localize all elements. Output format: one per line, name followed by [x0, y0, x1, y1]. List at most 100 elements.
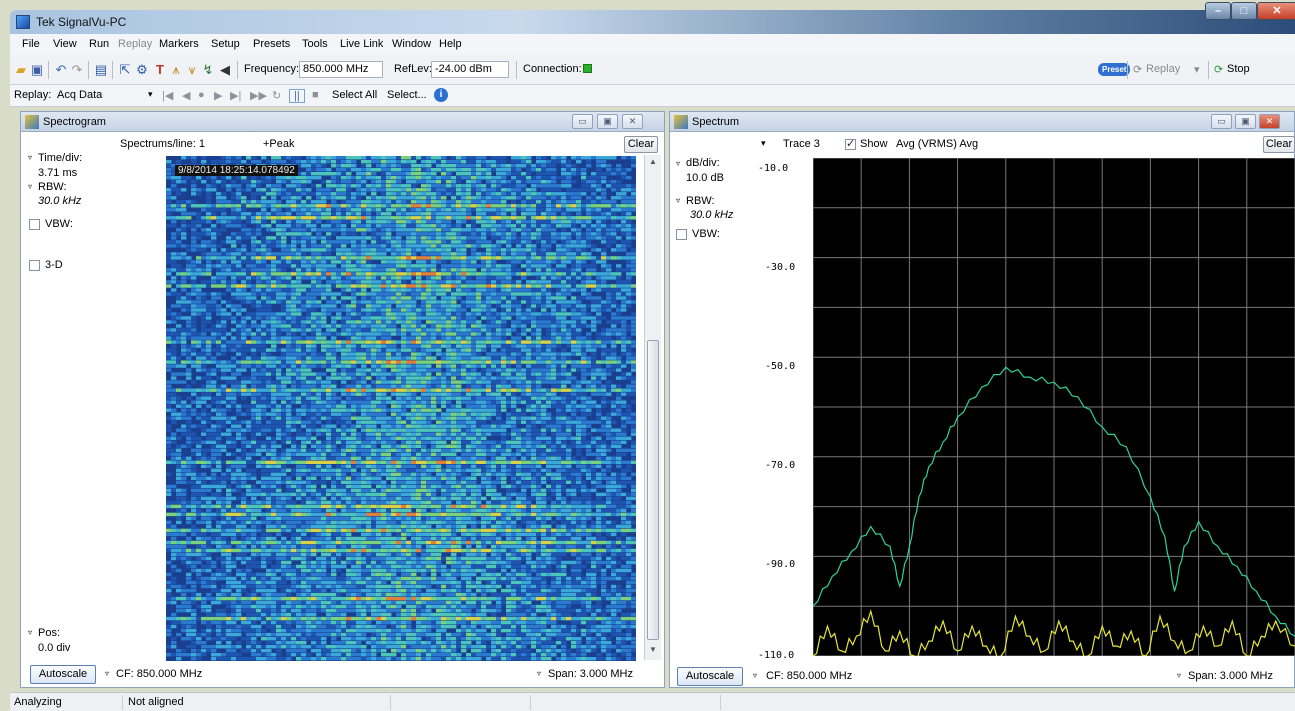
spectrogram-cell [401, 284, 407, 288]
spectrogram-clear-button[interactable]: Clear [624, 136, 658, 153]
select-all-button[interactable]: Select All [332, 89, 378, 101]
spectrogram-cell [451, 176, 457, 180]
select-button[interactable]: Select... [387, 89, 427, 101]
replay-button[interactable]: Replay [1146, 63, 1181, 75]
fast-forward-icon[interactable]: ▶▶ [250, 90, 267, 102]
spectrogram-cell [541, 252, 547, 256]
spectrogram-cell [311, 228, 317, 232]
spectrogram-cell [331, 192, 337, 196]
spectrogram-cell [351, 292, 357, 296]
spectrogram-cell [621, 220, 627, 224]
spectrogram-cell [606, 328, 612, 332]
record-icon[interactable]: ● [198, 89, 205, 101]
pause-icon[interactable]: || [289, 89, 305, 103]
settings-gear-icon[interactable]: ⚙ [136, 62, 148, 77]
spectrogram-cell [486, 192, 492, 196]
spectrogram-cell [431, 160, 437, 164]
three-d-checkbox[interactable] [29, 260, 40, 271]
stop-button[interactable]: Stop [1227, 63, 1250, 75]
spectrogram-cell [416, 204, 422, 208]
spectrogram-cell [296, 360, 302, 364]
menu-file[interactable]: File [22, 38, 40, 50]
replay-source-select[interactable]: Acq Data [57, 89, 103, 101]
menu-tools[interactable]: Tools [302, 38, 328, 50]
export-icon[interactable]: ⇱ [119, 62, 131, 77]
open-folder-icon[interactable]: ▰ [16, 62, 26, 77]
skip-start-icon[interactable]: |◀ [162, 90, 174, 102]
spectrogram-cell [561, 300, 567, 304]
menu-presets[interactable]: Presets [253, 38, 291, 50]
spectrogram-cell [556, 272, 562, 276]
spectrogram-cell [201, 376, 207, 380]
audio-icon[interactable]: ◀ [220, 62, 230, 77]
spectrogram-minimize-button[interactable]: ▭ [572, 114, 593, 129]
spectrogram-cell [416, 296, 422, 300]
menu-markers[interactable]: Markers [159, 38, 199, 50]
spectrogram-cell [216, 196, 222, 200]
menu-run[interactable]: Run [89, 38, 110, 50]
menu-view[interactable]: View [53, 38, 77, 50]
spectrogram-close-button[interactable]: ✕ [622, 114, 643, 129]
spectrogram-image[interactable] [166, 156, 636, 661]
menu-help[interactable]: Help [439, 38, 462, 50]
spectrogram-cell [476, 336, 482, 340]
spectrogram-cell [481, 340, 487, 344]
spectrogram-cell [521, 160, 527, 164]
time-div-expand-icon[interactable]: ▿ [28, 153, 33, 162]
spectrogram-cell [381, 276, 387, 280]
spectrogram-cell [511, 260, 517, 264]
spectrogram-cell [491, 376, 497, 380]
spectrogram-cell [506, 300, 512, 304]
spectrogram-cell [501, 256, 507, 260]
rbw-expand-icon[interactable]: ▿ [28, 182, 33, 191]
spectrogram-cell [326, 296, 332, 300]
stop-square-icon[interactable]: ■ [312, 89, 319, 101]
menu-window[interactable]: Window [392, 38, 432, 50]
info-icon[interactable]: i [434, 88, 448, 102]
spectrogram-cell [376, 312, 382, 316]
spectrogram-cell [441, 248, 447, 252]
print-icon[interactable]: ▤ [94, 62, 108, 77]
menu-setup[interactable]: Setup [211, 38, 240, 50]
spectrogram-cell [576, 208, 582, 212]
loop-icon[interactable]: ↻ [272, 90, 282, 102]
spectrogram-cell [411, 328, 417, 332]
spectrogram-cell [426, 328, 432, 332]
time-div-value[interactable]: 3.71 ms [38, 167, 78, 179]
preset-button[interactable]: Preset [1098, 63, 1131, 76]
marker-next-icon[interactable]: ⩛ [188, 62, 196, 77]
spectrogram-cell [346, 276, 352, 280]
spectrogram-vbw-checkbox[interactable] [29, 219, 40, 230]
step-back-icon[interactable]: ◀ [182, 90, 191, 102]
undo-icon[interactable]: ↶ [55, 62, 67, 77]
spectrogram-cell [556, 288, 562, 292]
spectrogram-cell [396, 248, 402, 252]
marker-search-icon[interactable]: ↯ [202, 62, 214, 77]
replay-dropdown-icon[interactable]: ▾ [1194, 64, 1200, 76]
maximize-button[interactable]: □ [1231, 2, 1257, 20]
spectrogram-restore-button[interactable]: ▣ [597, 114, 618, 129]
spectrogram-cell [171, 332, 177, 336]
menu-replay[interactable]: Replay [118, 38, 153, 50]
spectrogram-cell [631, 248, 636, 252]
menu-live-link[interactable]: Live Link [340, 38, 384, 50]
spectrogram-cell [496, 304, 502, 308]
reflev-input[interactable]: -24.00 dBm [431, 61, 509, 78]
spectrogram-cell [311, 264, 317, 268]
play-icon[interactable]: ▶ [214, 90, 223, 102]
pos-value[interactable]: 0.0 div [38, 642, 71, 654]
spectrogram-cell [531, 316, 537, 320]
spectrogram-cell [461, 380, 467, 384]
frequency-input[interactable]: 850.000 MHz [299, 61, 383, 78]
replay-source-dropdown-icon[interactable]: ▾ [148, 89, 153, 99]
skip-end-icon[interactable]: ▶| [230, 90, 242, 102]
close-button[interactable]: ✕ [1257, 2, 1295, 20]
spectrogram-rbw-value[interactable]: 30.0 kHz [38, 195, 82, 207]
trigger-icon[interactable]: T [156, 62, 164, 77]
minimize-button[interactable]: – [1205, 2, 1231, 20]
spectrogram-cell [361, 176, 367, 180]
marker-peak-icon[interactable]: ⩚ [172, 62, 180, 77]
pos-expand-icon[interactable]: ▿ [28, 628, 33, 637]
save-icon[interactable]: ▣ [30, 62, 44, 77]
redo-icon[interactable]: ↷ [71, 62, 83, 77]
